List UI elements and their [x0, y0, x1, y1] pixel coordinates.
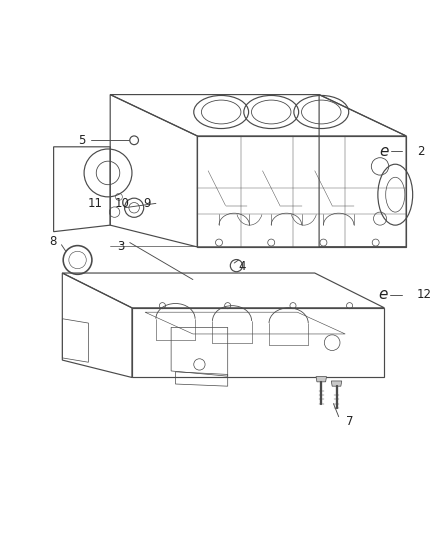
Text: 2: 2 — [417, 144, 424, 158]
Text: e: e — [378, 287, 388, 302]
Text: 7: 7 — [346, 415, 353, 427]
Text: 9: 9 — [143, 197, 151, 210]
Text: 3: 3 — [117, 240, 125, 253]
Text: 11: 11 — [88, 197, 102, 210]
Text: 10: 10 — [115, 197, 130, 210]
Text: 8: 8 — [49, 235, 57, 248]
Text: 5: 5 — [78, 134, 85, 147]
Text: e: e — [379, 144, 389, 159]
Text: 12: 12 — [417, 288, 432, 301]
Polygon shape — [316, 377, 326, 382]
Polygon shape — [331, 381, 342, 386]
Text: 4: 4 — [239, 260, 246, 273]
